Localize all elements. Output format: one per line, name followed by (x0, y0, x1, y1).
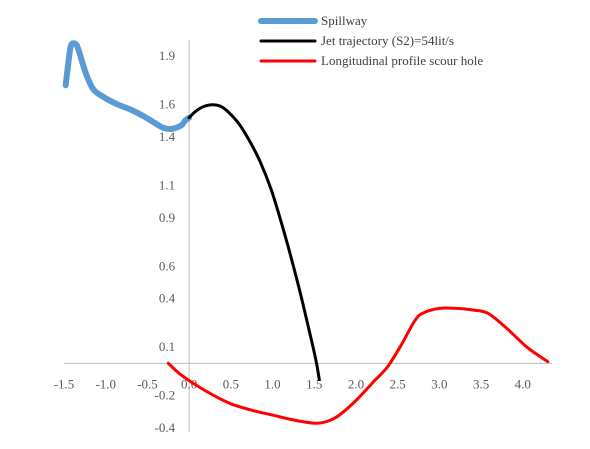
series-jet-trajectory (187, 103, 321, 381)
x-tick-label: 4.0 (515, 376, 531, 391)
x-tick-label: -1.0 (95, 376, 116, 391)
y-tick-label: 1.4 (159, 129, 176, 144)
legend-label: Longitudinal profile scour hole (321, 53, 483, 68)
y-tick-label: 1.1 (159, 178, 175, 193)
legend-label: Jet trajectory (S2)=54lit/s (321, 33, 454, 48)
series-layer (62, 40, 550, 425)
x-tick-label: 1.0 (264, 376, 280, 391)
x-tick-labels: -1.5 -1.0 -0.5 0.0 0.5 1.0 1.5 2.0 2.5 3.0 3.5 4.0 (54, 376, 531, 391)
x-tick-label: 3.0 (431, 376, 447, 391)
y-tick-label: -0.4 (155, 420, 176, 435)
y-tick-label: 0.1 (159, 339, 175, 354)
y-tick-label: 1.9 (159, 48, 175, 63)
x-tick-label: -1.5 (54, 376, 75, 391)
x-tick-label: 3.5 (473, 376, 489, 391)
y-tick-labels: -0.4 -0.2 0.1 0.4 0.6 0.9 1.1 1.4 1.6 1.9 (155, 48, 176, 435)
axes (64, 40, 552, 432)
x-tick-label: 2.5 (390, 376, 406, 391)
x-tick-label: 2.0 (348, 376, 364, 391)
x-tick-label: 0.5 (223, 376, 239, 391)
legend: Spillway Jet trajectory (S2)=54lit/s Longi… (258, 13, 483, 68)
x-tick-label: 0.0 (181, 376, 197, 391)
legend-label: Spillway (321, 13, 368, 28)
y-tick-label: -0.2 (155, 388, 176, 403)
series-spillway (62, 40, 193, 133)
y-tick-label: 0.6 (159, 258, 176, 273)
y-tick-label: 1.6 (159, 97, 176, 112)
series-scour-profile (166, 306, 550, 425)
x-tick-label: -0.5 (137, 376, 158, 391)
y-tick-label: 0.4 (159, 291, 176, 306)
y-tick-label: 0.9 (159, 210, 175, 225)
